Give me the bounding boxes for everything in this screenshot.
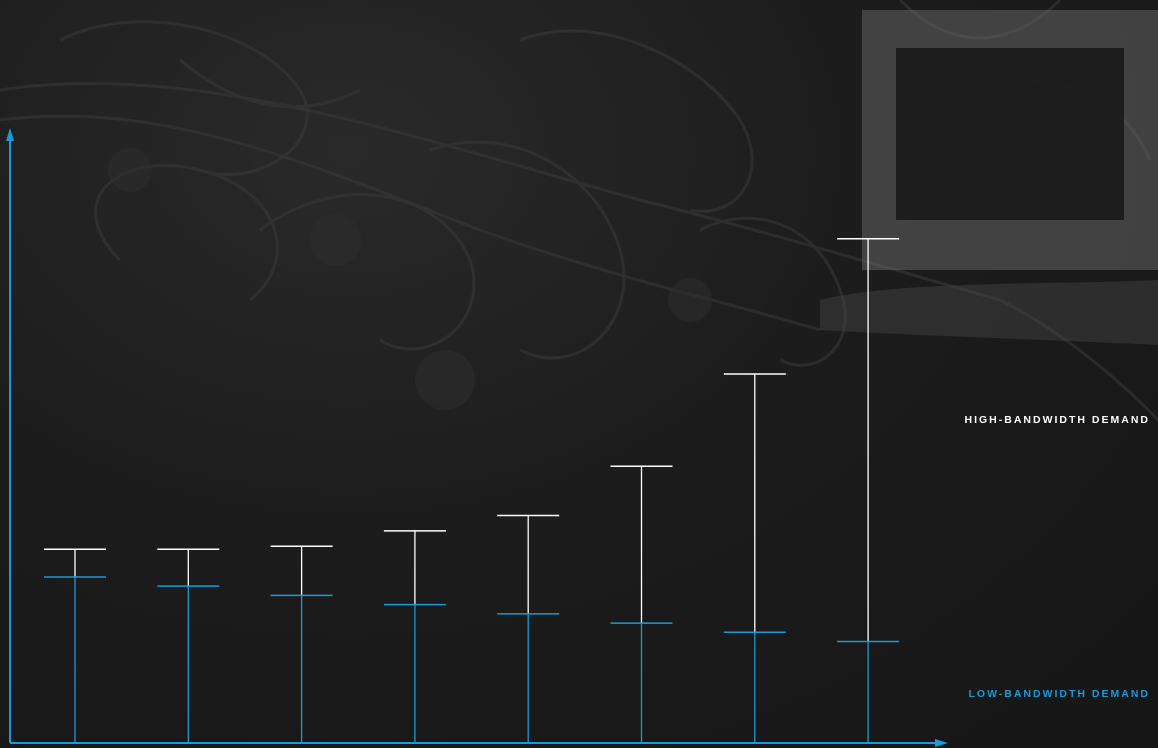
computer-monitor-illustration — [820, 10, 1158, 345]
chart-axes — [6, 128, 948, 747]
x-axis-arrow — [935, 739, 948, 747]
background-decoration — [0, 0, 1158, 422]
swirl-ornament — [0, 0, 1158, 422]
y-axis-arrow — [6, 128, 14, 141]
chart-marks — [44, 237, 900, 743]
decorative-circles — [108, 148, 712, 410]
low-bandwidth-label: LOW-BANDWIDTH DEMAND — [968, 688, 1150, 700]
high-bandwidth-label: HIGH-BANDWIDTH DEMAND — [964, 414, 1150, 426]
